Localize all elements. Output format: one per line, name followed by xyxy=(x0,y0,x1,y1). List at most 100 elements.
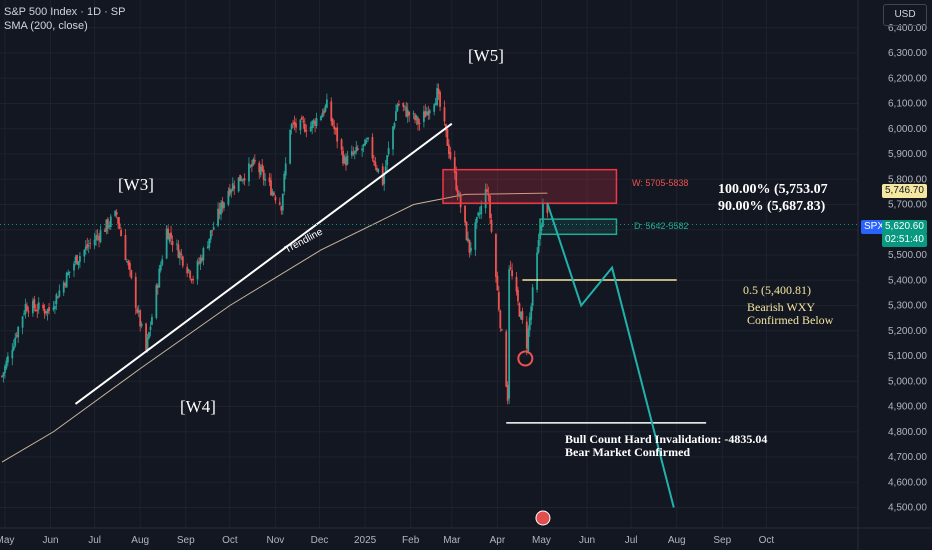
chart-grid xyxy=(0,0,858,528)
candle-body xyxy=(506,384,509,401)
candle-body xyxy=(192,278,194,281)
candle-body xyxy=(159,264,162,271)
candle-body xyxy=(422,111,425,123)
candle-body xyxy=(500,329,503,331)
candle-body xyxy=(361,148,364,151)
candle-body xyxy=(12,346,15,351)
candle-body xyxy=(467,238,469,242)
candle-body xyxy=(314,121,317,126)
candle-body xyxy=(439,92,441,107)
y-tick-label: 5,200.00 xyxy=(888,326,927,337)
candle-body xyxy=(231,183,234,191)
candle-body xyxy=(415,115,418,120)
candle-body xyxy=(434,102,437,106)
candle-body xyxy=(43,309,46,314)
symbol-tag: SPX xyxy=(861,220,888,234)
candle-body xyxy=(95,235,97,241)
candle-body xyxy=(223,202,225,209)
candle-body xyxy=(130,270,133,278)
candle-body xyxy=(242,178,244,181)
candle-body xyxy=(508,269,511,399)
candle-body xyxy=(178,251,181,259)
candle-body xyxy=(68,271,71,273)
y-tick-label: 6,200.00 xyxy=(888,73,927,84)
candle-body xyxy=(45,311,47,314)
candle-body xyxy=(292,122,294,124)
candle-body xyxy=(311,121,314,129)
candle-body xyxy=(128,262,131,270)
x-tick-label: Sep xyxy=(713,535,731,546)
candle-body xyxy=(278,202,281,205)
candle-body xyxy=(145,323,147,351)
candle-body xyxy=(309,126,312,132)
candle-body xyxy=(118,223,121,229)
candle-body xyxy=(271,191,274,196)
candle-body xyxy=(206,246,209,249)
bear-market-label: Bear Market Confirmed xyxy=(565,445,691,459)
candle-body xyxy=(449,151,452,159)
candle-body xyxy=(398,103,400,106)
candle-body xyxy=(364,139,366,146)
candle-body xyxy=(495,234,497,277)
candle-body xyxy=(4,366,6,374)
y-tick-label: 4,800.00 xyxy=(888,427,927,438)
candle-body xyxy=(542,203,544,227)
indicator-legend[interactable]: SMA (200, close) xyxy=(4,20,88,32)
y-tick-label: 4,900.00 xyxy=(888,402,927,413)
candle-body xyxy=(480,206,483,215)
y-tick-label: 6,000.00 xyxy=(888,124,927,135)
price-tag-upper: 5,746.70 xyxy=(882,184,927,198)
candle-body xyxy=(264,178,267,181)
candle-body xyxy=(505,331,508,387)
candle-body xyxy=(496,275,499,291)
candle-body xyxy=(489,195,491,219)
candle-body xyxy=(1,375,3,377)
candle-body xyxy=(403,105,406,107)
candle-body xyxy=(546,202,549,214)
y-tick-label: 5,100.00 xyxy=(888,351,927,362)
candle-body xyxy=(230,190,233,193)
candle-body xyxy=(425,111,428,116)
candle-body xyxy=(320,116,322,121)
candle-body xyxy=(527,328,530,351)
candle-body xyxy=(149,326,152,330)
y-tick-label: 5,500.00 xyxy=(888,250,927,261)
candle-body xyxy=(478,212,481,214)
candle-body xyxy=(406,109,409,117)
candle-body xyxy=(433,104,436,112)
x-tick-label: Jun xyxy=(579,535,595,546)
candle-body xyxy=(456,189,459,197)
candle-body xyxy=(64,283,67,286)
x-tick-label: Aug xyxy=(131,535,149,546)
candle-body xyxy=(56,296,59,299)
candle-body xyxy=(198,262,200,264)
candle-body xyxy=(114,210,117,217)
candle-body xyxy=(37,302,40,310)
candle-body xyxy=(2,372,5,377)
candle-body xyxy=(243,178,246,181)
candle-body xyxy=(367,137,369,140)
y-tick-label: 5,000.00 xyxy=(888,376,927,387)
y-tick-label: 5,900.00 xyxy=(888,149,927,160)
candle-body xyxy=(362,143,365,147)
candle-body xyxy=(517,290,519,302)
candle-body xyxy=(253,160,256,162)
y-tick-label: 6,400.00 xyxy=(888,23,927,34)
candle-body xyxy=(98,236,100,241)
candle-body xyxy=(490,219,493,232)
candle-body xyxy=(217,208,219,226)
candle-body xyxy=(155,284,158,318)
candle-body xyxy=(227,191,230,205)
zone-w-box xyxy=(442,168,618,204)
candle-body xyxy=(273,192,275,196)
candle-body xyxy=(312,120,315,124)
candle-body xyxy=(167,228,170,240)
candle-body xyxy=(334,128,337,130)
currency-button[interactable]: USD xyxy=(883,4,927,26)
y-tick-label: 5,800.00 xyxy=(888,174,927,185)
candle-body xyxy=(15,335,18,337)
bearish-wxy-label: Bearish WXY xyxy=(747,300,816,314)
fib-100-label: 100.00% (5,753.07 xyxy=(718,182,828,197)
y-tick-label: 5,400.00 xyxy=(888,275,927,286)
